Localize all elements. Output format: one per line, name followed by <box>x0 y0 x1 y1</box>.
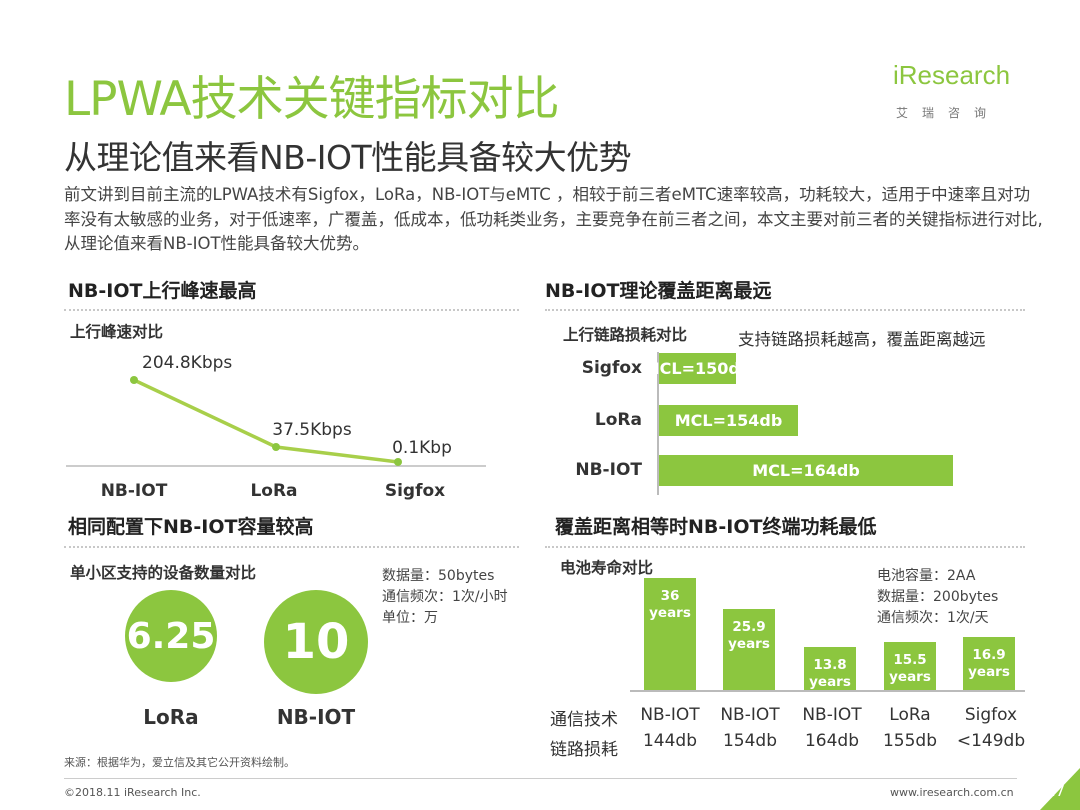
speed-data-label: 204.8Kbps <box>142 353 232 373</box>
battery-value-label: 36 <box>660 588 680 604</box>
battery-notes: 电池容量：2AA 数据量：200bytes 通信频次：1次/天 <box>877 566 998 629</box>
coverage-section-heading: NB-IOT理论覆盖距离最远 <box>545 280 772 302</box>
page-number: 17 <box>1046 782 1066 800</box>
divider <box>545 546 1025 548</box>
speed-chart-title: 上行峰速对比 <box>70 323 164 341</box>
iresearch-logo: iResearch <box>893 60 1011 90</box>
battery-row-label-tech: 通信技术 <box>550 710 618 730</box>
logo-subtitle: 艾瑞咨询 <box>896 106 1001 120</box>
battery-section-heading: 覆盖距离相等时NB-IOT终端功耗最低 <box>555 516 877 538</box>
lora-capacity-value: 6.25 <box>126 615 216 657</box>
battery-value-label: 25.9 <box>732 619 766 635</box>
battery-loss-label: 164db <box>804 731 860 751</box>
speed-category-label: NB-IOT <box>101 481 168 501</box>
coverage-axis <box>657 352 659 495</box>
battery-unit-label: years <box>728 636 770 652</box>
coverage-category-label: LoRa <box>594 410 642 430</box>
speed-point <box>272 442 280 451</box>
coverage-bar: MCL=150db <box>644 353 751 384</box>
footer-divider <box>64 778 1017 779</box>
battery-value-label: 13.8 <box>813 657 847 673</box>
speed-data-label: 37.5Kbps <box>272 420 352 440</box>
nbiot-capacity-label: NB-IOT <box>276 705 356 729</box>
speed-series-line <box>133 378 399 464</box>
divider <box>64 309 519 311</box>
battery-note-data: 数据量：200bytes <box>877 589 999 605</box>
battery-loss-label: 155db <box>882 731 938 751</box>
website-url: www.iresearch.com.cn <box>890 786 1014 799</box>
battery-bar: 13.8 years <box>804 647 856 690</box>
speed-point <box>394 457 402 466</box>
capacity-note-unit: 单位：万 <box>382 610 438 626</box>
battery-bar: 15.5 years <box>884 642 936 690</box>
battery-chart-title: 电池寿命对比 <box>560 559 654 577</box>
speed-data-label: 0.1Kbp <box>392 438 452 458</box>
source-note: 来源：根据华为，爱立信及其它公开资料绘制。 <box>64 756 295 769</box>
nbiot-capacity-value: 10 <box>282 614 350 670</box>
coverage-category-label: Sigfox <box>581 358 642 378</box>
coverage-chart-title: 上行链路损耗对比 <box>563 326 688 344</box>
copyright: ©2018.11 iResearch Inc. <box>64 786 201 799</box>
speed-category-label: LoRa <box>250 481 297 501</box>
capacity-chart-title: 单小区支持的设备数量对比 <box>70 564 257 582</box>
capacity-notes: 数据量：50bytes 通信频次：1次/小时 单位：万 <box>382 566 508 629</box>
lora-capacity-label: LoRa <box>143 705 199 729</box>
divider <box>64 546 519 548</box>
speed-line-chart: 204.8Kbps NB-IOT 37.5Kbps LoRa 0.1Kbp Sigfox <box>66 353 486 501</box>
coverage-note: 支持链路损耗越高，覆盖距离越远 <box>738 330 986 349</box>
battery-tech-label: NB-IOT <box>802 705 862 725</box>
speed-point <box>130 376 138 384</box>
battery-loss-label: 144db <box>642 731 698 751</box>
battery-note-frequency: 通信频次：1次/天 <box>877 610 989 626</box>
battery-tech-label: NB-IOT <box>640 705 700 725</box>
coverage-bar: MCL=164db <box>659 455 953 486</box>
battery-loss-label: 154db <box>722 731 778 751</box>
battery-unit-label: years <box>649 605 691 621</box>
battery-loss-label: <149db <box>956 731 1026 751</box>
battery-value-label: 16.9 <box>972 647 1006 663</box>
intro-paragraph: 前文讲到目前主流的LPWA技术有Sigfox，LoRa，NB-IOT与eMTC … <box>64 185 1043 253</box>
battery-value-label: 15.5 <box>893 652 927 668</box>
page-subtitle: 从理论值来看NB-IOT性能具备较大优势 <box>64 138 632 177</box>
battery-tech-label: Sigfox <box>964 705 1018 725</box>
lora-capacity-circle: 6.25 <box>125 590 217 682</box>
battery-bar: 25.9 years <box>723 609 775 690</box>
nbiot-capacity-circle: 10 <box>264 590 368 694</box>
battery-unit-label: years <box>809 674 851 690</box>
coverage-bar: MCL=154db <box>659 405 798 436</box>
divider <box>545 309 1025 311</box>
capacity-note-frequency: 通信频次：1次/小时 <box>382 589 508 605</box>
capacity-section-heading: 相同配置下NB-IOT容量较高 <box>68 516 314 538</box>
capacity-note-data: 数据量：50bytes <box>382 568 495 584</box>
battery-tech-label: NB-IOT <box>720 705 780 725</box>
page-title: LPWA技术关键指标对比 <box>64 72 560 127</box>
battery-unit-label: years <box>889 669 931 685</box>
battery-bar: 16.9 years <box>963 637 1015 690</box>
battery-bar: 36 years <box>644 578 696 690</box>
speed-section-heading: NB-IOT上行峰速最高 <box>68 280 257 302</box>
coverage-category-label: NB-IOT <box>575 460 642 480</box>
battery-tech-label: LoRa <box>889 705 931 725</box>
battery-note-capacity: 电池容量：2AA <box>877 568 976 584</box>
battery-axis <box>630 690 1025 692</box>
battery-row-label-loss: 链路损耗 <box>550 740 618 760</box>
speed-category-label: Sigfox <box>385 481 445 501</box>
battery-unit-label: years <box>968 664 1010 680</box>
